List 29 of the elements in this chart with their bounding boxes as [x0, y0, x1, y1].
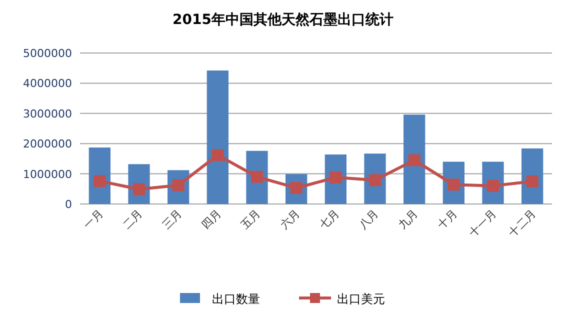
- point: [369, 174, 381, 186]
- legend-label: 出口美元: [337, 292, 385, 306]
- x-tick-label: 八月: [356, 206, 382, 232]
- y-tick-label: 2000000: [23, 138, 72, 151]
- x-tick-label: 十月: [435, 206, 460, 232]
- y-tick-label: 4000000: [23, 77, 72, 90]
- point: [526, 175, 538, 188]
- bar: [206, 70, 228, 204]
- bar: [404, 114, 426, 204]
- x-tick-label: 六月: [278, 206, 302, 232]
- point: [408, 154, 420, 166]
- x-tick-label: 二月: [120, 206, 146, 232]
- x-tick-label: 十一月: [466, 206, 500, 240]
- x-tick-label: 十二月: [506, 206, 538, 240]
- y-tick-label: 3000000: [23, 107, 72, 120]
- x-tick-label: 九月: [396, 206, 420, 232]
- y-tick-label: 5000000: [23, 47, 72, 60]
- chart-title: 2015年中国其他天然石墨出口统计: [172, 11, 394, 28]
- x-tick-label: 五月: [238, 206, 264, 232]
- point: [212, 149, 224, 162]
- point: [251, 170, 263, 183]
- x-tick-label: 一月: [81, 206, 106, 232]
- legend-label: 出口数量: [212, 292, 260, 306]
- x-tick-label: 四月: [199, 206, 224, 232]
- x-tick-label: 七月: [317, 206, 342, 232]
- y-tick-label: 0: [65, 198, 72, 211]
- y-tick-label: 1000000: [23, 168, 72, 181]
- point: [94, 175, 106, 188]
- x-tick-label: 三月: [160, 206, 184, 232]
